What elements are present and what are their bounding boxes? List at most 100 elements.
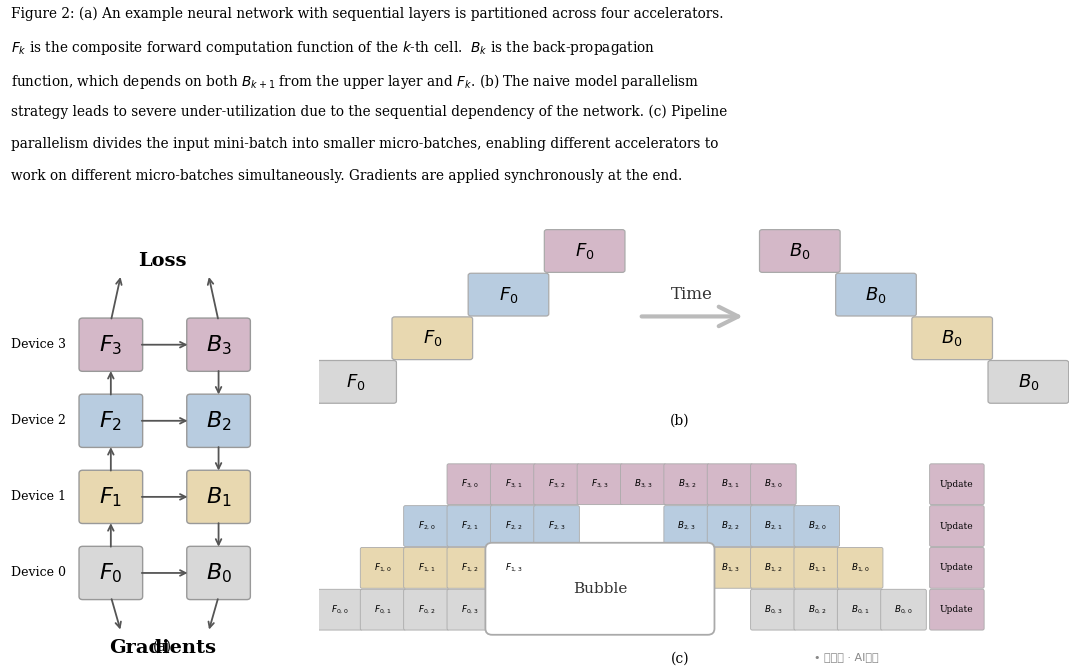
- Text: $F_{1,3}$: $F_{1,3}$: [504, 562, 522, 574]
- FancyBboxPatch shape: [361, 548, 406, 589]
- Text: Update: Update: [940, 563, 974, 572]
- Text: $B_{1,2}$: $B_{1,2}$: [765, 562, 783, 574]
- Text: $B_0$: $B_0$: [865, 285, 887, 305]
- FancyBboxPatch shape: [837, 548, 883, 589]
- Text: Loss: Loss: [138, 252, 187, 270]
- Text: $F_{2,0}$: $F_{2,0}$: [418, 520, 435, 532]
- FancyBboxPatch shape: [664, 506, 710, 546]
- FancyBboxPatch shape: [912, 317, 993, 359]
- FancyBboxPatch shape: [1074, 230, 1080, 272]
- FancyBboxPatch shape: [577, 464, 623, 504]
- Text: Gradients: Gradients: [109, 639, 216, 657]
- Text: function, which depends on both $B_{k+1}$ from the upper layer and $F_k$. (b) Th: function, which depends on both $B_{k+1}…: [11, 71, 699, 91]
- Text: $B_{0,3}$: $B_{0,3}$: [765, 604, 783, 616]
- FancyBboxPatch shape: [490, 464, 536, 504]
- Text: $F_0$: $F_0$: [347, 372, 366, 392]
- Text: $F_{1,0}$: $F_{1,0}$: [375, 562, 392, 574]
- FancyBboxPatch shape: [447, 506, 492, 546]
- Text: $F_{3,2}$: $F_{3,2}$: [548, 478, 565, 490]
- Text: $F_{3,1}$: $F_{3,1}$: [504, 478, 522, 490]
- Text: (a): (a): [152, 640, 172, 654]
- FancyBboxPatch shape: [707, 548, 753, 589]
- Text: (b): (b): [671, 413, 690, 428]
- FancyBboxPatch shape: [534, 506, 579, 546]
- Text: parallelism divides the input mini-batch into smaller micro-batches, enabling di: parallelism divides the input mini-batch…: [11, 137, 718, 151]
- Text: $B_0$: $B_0$: [1017, 372, 1039, 392]
- FancyBboxPatch shape: [1074, 274, 1080, 315]
- Text: $F_{2,2}$: $F_{2,2}$: [504, 520, 522, 532]
- Text: $F_2$: $F_2$: [99, 409, 122, 433]
- Text: Update: Update: [940, 480, 974, 489]
- FancyBboxPatch shape: [315, 361, 396, 403]
- Text: $B_{1,1}$: $B_{1,1}$: [808, 562, 826, 574]
- Text: $F_k$ is the composite forward computation function of the $k$-th cell.  $B_k$ i: $F_k$ is the composite forward computati…: [11, 39, 656, 57]
- Text: $B_{2,3}$: $B_{2,3}$: [677, 520, 696, 532]
- FancyBboxPatch shape: [930, 464, 984, 504]
- FancyBboxPatch shape: [404, 506, 449, 546]
- Text: $B_{3,1}$: $B_{3,1}$: [720, 478, 739, 490]
- FancyBboxPatch shape: [468, 273, 549, 316]
- FancyBboxPatch shape: [836, 273, 916, 316]
- FancyBboxPatch shape: [187, 546, 251, 600]
- FancyBboxPatch shape: [794, 589, 839, 630]
- Text: $B_0$: $B_0$: [942, 328, 963, 348]
- Text: $F_{0,3}$: $F_{0,3}$: [461, 604, 478, 616]
- Text: $F_{0,1}$: $F_{0,1}$: [375, 604, 392, 616]
- FancyBboxPatch shape: [485, 543, 715, 635]
- FancyBboxPatch shape: [490, 548, 536, 589]
- Text: $B_{2,0}$: $B_{2,0}$: [808, 520, 826, 532]
- Text: $B_3$: $B_3$: [205, 333, 231, 357]
- Text: $B_{3,3}$: $B_{3,3}$: [634, 478, 652, 490]
- Text: (c): (c): [671, 652, 689, 666]
- Text: Bubble: Bubble: [572, 582, 627, 596]
- FancyBboxPatch shape: [392, 317, 473, 359]
- Text: strategy leads to severe under-utilization due to the sequential dependency of t: strategy leads to severe under-utilizati…: [11, 104, 727, 119]
- Text: $F_0$: $F_0$: [422, 328, 442, 348]
- Text: Update: Update: [940, 605, 974, 614]
- FancyBboxPatch shape: [1074, 361, 1080, 403]
- FancyBboxPatch shape: [79, 318, 143, 371]
- Text: $F_{1,2}$: $F_{1,2}$: [461, 562, 478, 574]
- FancyBboxPatch shape: [930, 589, 984, 630]
- FancyBboxPatch shape: [544, 230, 625, 273]
- Text: $B_{2,1}$: $B_{2,1}$: [765, 520, 783, 532]
- Text: $F_0$: $F_0$: [499, 285, 518, 305]
- FancyBboxPatch shape: [79, 394, 143, 448]
- FancyBboxPatch shape: [490, 506, 536, 546]
- Text: $B_{0,1}$: $B_{0,1}$: [851, 604, 869, 616]
- Text: $B_{1,0}$: $B_{1,0}$: [851, 562, 869, 574]
- Text: $F_1$: $F_1$: [99, 485, 122, 508]
- FancyBboxPatch shape: [930, 548, 984, 589]
- FancyBboxPatch shape: [404, 548, 449, 589]
- FancyBboxPatch shape: [751, 589, 796, 630]
- FancyBboxPatch shape: [187, 470, 251, 524]
- Text: $B_{2,2}$: $B_{2,2}$: [720, 520, 739, 532]
- FancyBboxPatch shape: [707, 464, 753, 504]
- Text: $F_0$: $F_0$: [99, 561, 123, 584]
- Text: Figure 2: (a) An example neural network with sequential layers is partitioned ac: Figure 2: (a) An example neural network …: [11, 7, 724, 21]
- FancyBboxPatch shape: [751, 506, 796, 546]
- FancyBboxPatch shape: [404, 589, 449, 630]
- FancyBboxPatch shape: [187, 394, 251, 448]
- FancyBboxPatch shape: [447, 548, 492, 589]
- FancyBboxPatch shape: [751, 464, 796, 504]
- FancyBboxPatch shape: [707, 506, 753, 546]
- FancyBboxPatch shape: [664, 464, 710, 504]
- Text: $B_{3,2}$: $B_{3,2}$: [677, 478, 696, 490]
- Text: • 公众号 · AI闲谈: • 公众号 · AI闲谈: [814, 652, 879, 662]
- FancyBboxPatch shape: [880, 589, 927, 630]
- FancyBboxPatch shape: [759, 230, 840, 273]
- FancyBboxPatch shape: [794, 506, 839, 546]
- Text: $F_{0,2}$: $F_{0,2}$: [418, 604, 435, 616]
- FancyBboxPatch shape: [988, 361, 1068, 403]
- Text: $F_{0,0}$: $F_{0,0}$: [330, 604, 349, 616]
- Text: Update: Update: [940, 522, 974, 530]
- FancyBboxPatch shape: [447, 589, 492, 630]
- Text: $B_{1,3}$: $B_{1,3}$: [720, 562, 739, 574]
- Text: $B_{0,0}$: $B_{0,0}$: [894, 604, 913, 616]
- Text: $F_{1,1}$: $F_{1,1}$: [418, 562, 435, 574]
- Text: Device 2: Device 2: [11, 414, 66, 428]
- Text: Time: Time: [672, 287, 713, 303]
- FancyBboxPatch shape: [79, 470, 143, 524]
- Text: Device 3: Device 3: [11, 338, 66, 351]
